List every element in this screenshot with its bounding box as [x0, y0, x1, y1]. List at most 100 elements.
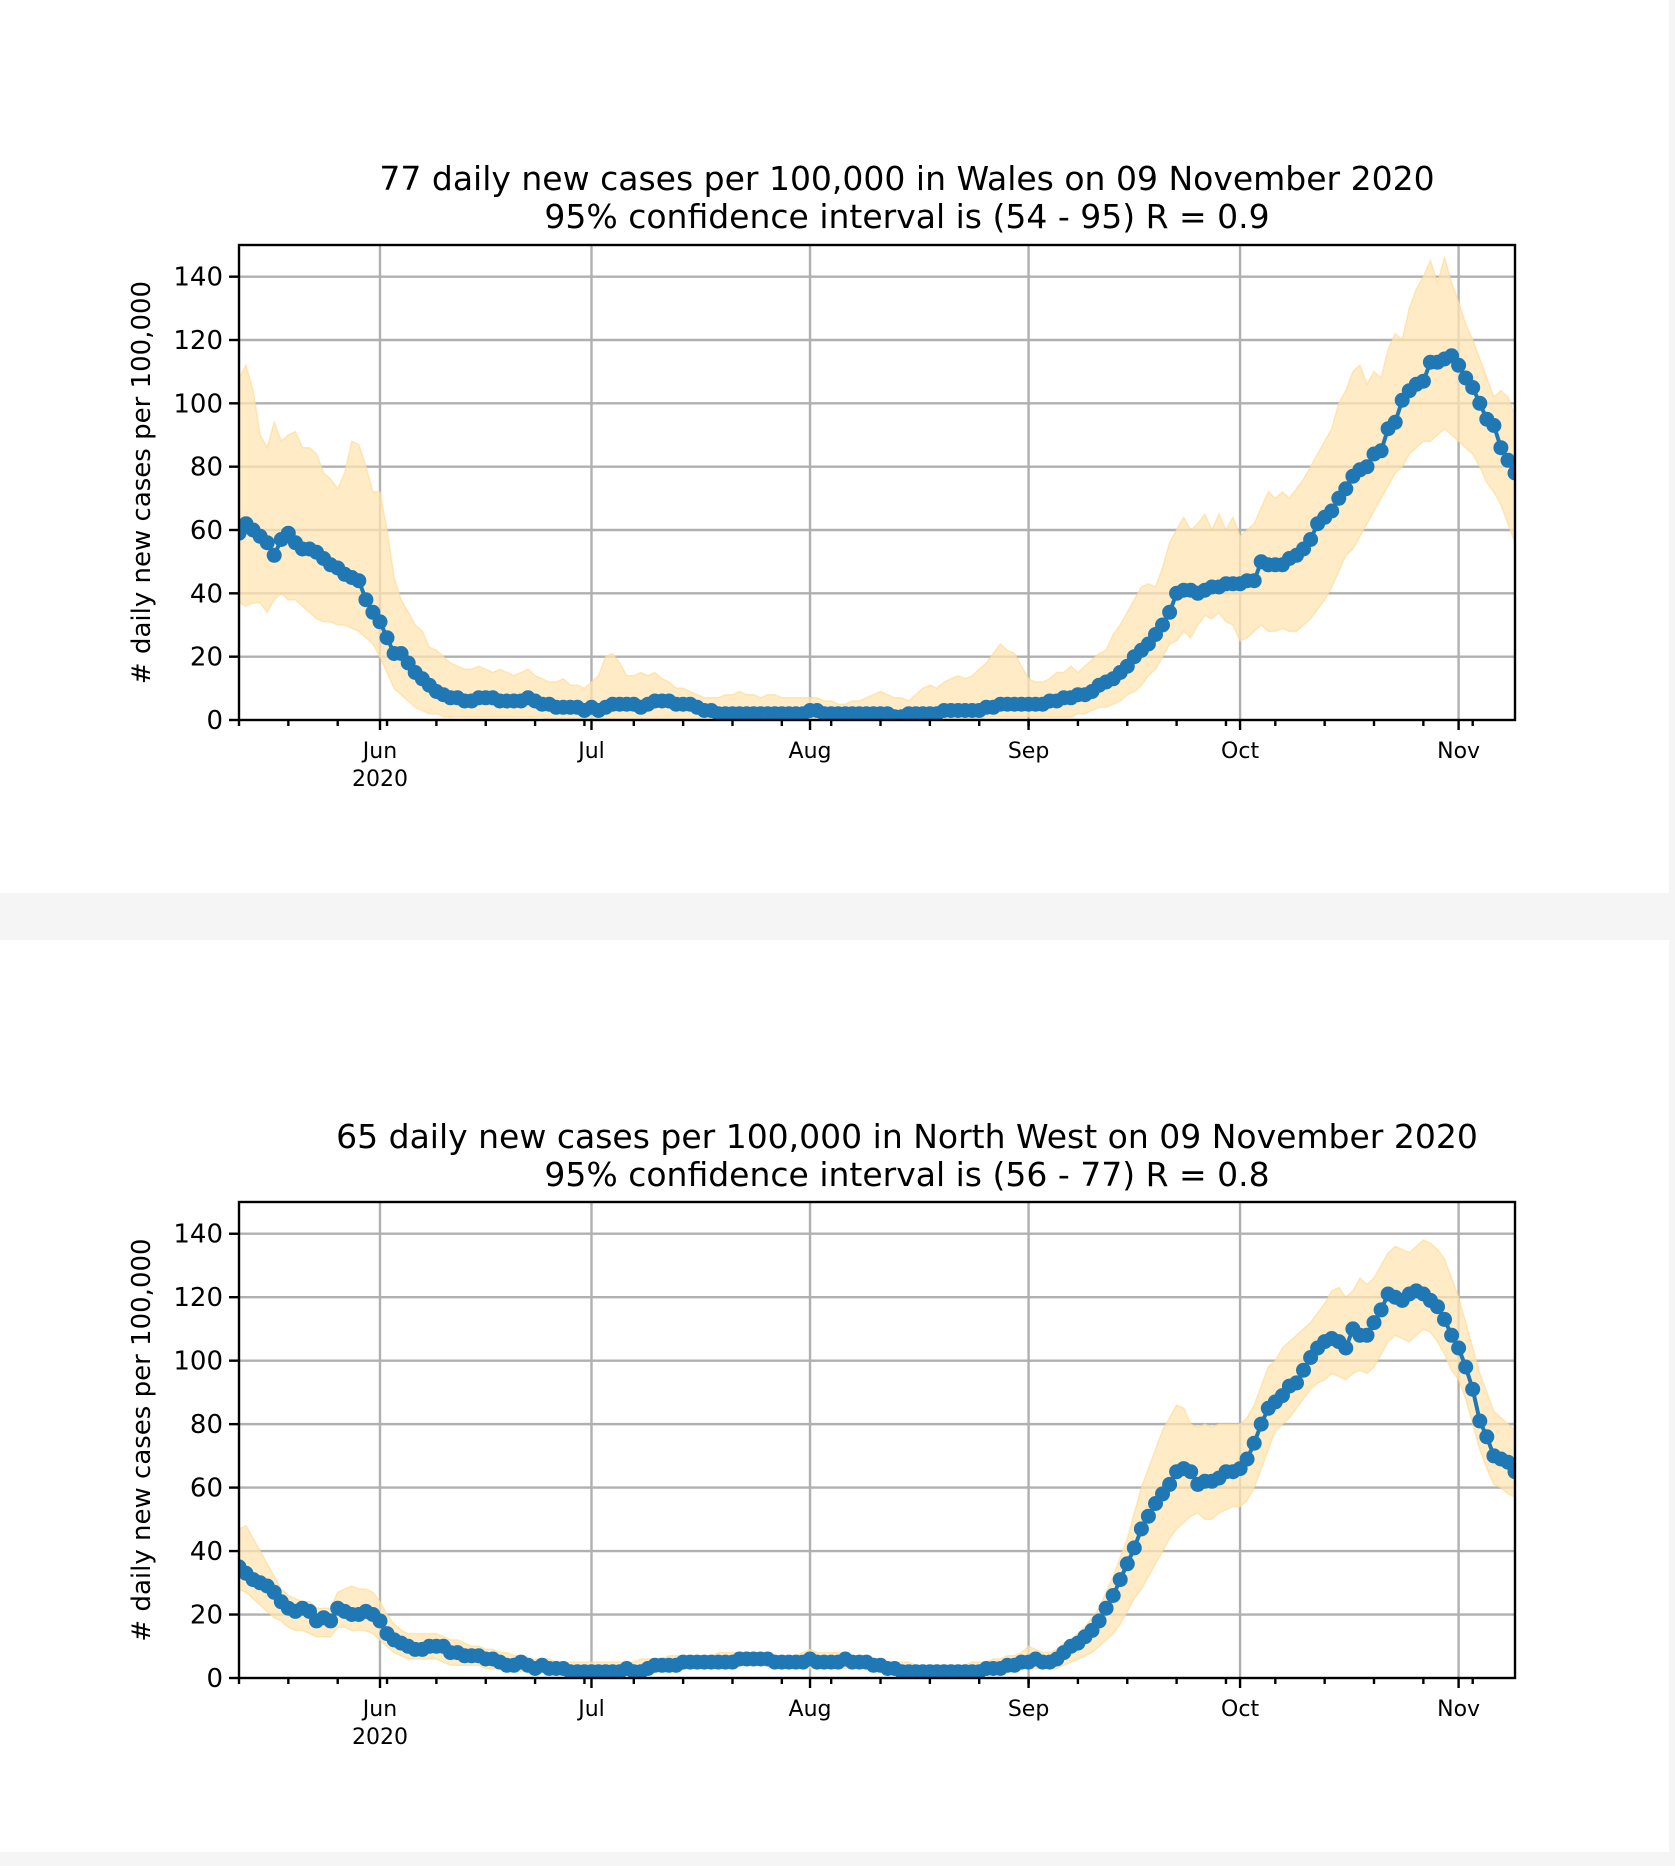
- data-point: [1289, 1375, 1304, 1391]
- x-tick-label: Nov: [1437, 739, 1480, 764]
- y-tick-label: 60: [190, 516, 223, 546]
- data-point: [1119, 1556, 1135, 1572]
- confidence-band: [239, 1239, 1515, 1676]
- data-point: [1451, 357, 1467, 373]
- plot-frame: [237, 1200, 1517, 1680]
- data-point: [1458, 1359, 1474, 1375]
- y-tick-label: 120: [173, 326, 223, 356]
- data-point: [1373, 443, 1389, 459]
- data-point: [1444, 1327, 1460, 1343]
- ci-band-area: [239, 1239, 1515, 1676]
- data-point: [1472, 1413, 1488, 1429]
- y-tick-label: 40: [190, 1537, 223, 1567]
- data-point: [1296, 1362, 1311, 1378]
- data-point: [1112, 1572, 1128, 1588]
- axes: 0 20 40 60 80 100 120 140 Jun 2020 Jul Aug Sep Oct Nov: [173, 243, 1517, 792]
- confidence-band: [239, 254, 1515, 720]
- y-axis-label: # daily new cases per 100,000: [127, 1238, 157, 1641]
- data-point: [1430, 1299, 1445, 1315]
- data-point: [323, 1613, 339, 1629]
- y-tick-label: 0: [206, 1664, 223, 1694]
- data-point: [1098, 1600, 1114, 1616]
- data-point: [1415, 373, 1431, 389]
- axes: 0 20 40 60 80 100 120 140 Jun 2020 Jul Aug Sep Oct Nov: [173, 1200, 1517, 1750]
- data-point: [1246, 1435, 1262, 1451]
- chart-panel-north-west: [0, 940, 1669, 1852]
- data-point: [1359, 1327, 1375, 1343]
- data-point: [372, 614, 388, 630]
- data-point: [1239, 1451, 1255, 1467]
- y-tick-label: 120: [173, 1283, 223, 1313]
- data-point: [1162, 1476, 1178, 1492]
- data-point: [351, 573, 367, 589]
- y-tick-label: 80: [190, 1410, 223, 1440]
- data-point: [1373, 1302, 1389, 1318]
- data-point: [1465, 1381, 1481, 1397]
- data-point: [358, 592, 374, 608]
- data-point: [1155, 617, 1170, 633]
- data-point: [1338, 1340, 1354, 1356]
- data-point: [1500, 452, 1515, 468]
- x-tick-label: Sep: [1008, 1697, 1049, 1722]
- data-point: [1493, 440, 1509, 456]
- data-point: [1338, 481, 1354, 497]
- data-point: [1091, 1613, 1107, 1629]
- data-point: [1140, 1508, 1156, 1524]
- data-point: [1105, 1588, 1121, 1603]
- data-point: [1133, 1521, 1149, 1537]
- x-tick-label: Jul: [576, 1697, 605, 1722]
- data-point: [1507, 1464, 1515, 1480]
- plot-frame: [237, 243, 1517, 722]
- x-tick-year-label: 2020: [352, 1725, 408, 1750]
- data-point: [1126, 1540, 1142, 1556]
- y-tick-label: 60: [190, 1474, 223, 1504]
- data-point: [1253, 1416, 1269, 1432]
- data-point: [1366, 1315, 1382, 1331]
- y-axis-label: # daily new cases per 100,000: [127, 281, 157, 684]
- mean-series: [239, 348, 1515, 720]
- data-point: [1303, 532, 1319, 547]
- y-tick-label: 80: [190, 453, 223, 483]
- data-point: [372, 1613, 388, 1629]
- data-point: [1183, 1464, 1199, 1480]
- y-tick-label: 0: [206, 706, 223, 736]
- data-point: [1324, 503, 1340, 519]
- gridlines: [239, 1202, 1515, 1678]
- x-tick-year-label: 2020: [352, 767, 408, 792]
- ci-band-area: [239, 254, 1515, 720]
- y-tick-label: 100: [173, 389, 223, 419]
- y-tick-label: 20: [190, 643, 223, 673]
- x-tick-label: Jun: [361, 1697, 397, 1722]
- data-point: [1162, 604, 1178, 620]
- data-point: [1246, 573, 1262, 589]
- x-tick-label: Sep: [1008, 739, 1049, 764]
- data-point: [379, 630, 395, 646]
- x-tick-label: Oct: [1221, 1697, 1259, 1722]
- data-point: [1465, 380, 1481, 395]
- x-tick-label: Oct: [1221, 739, 1259, 764]
- data-point: [1472, 395, 1488, 411]
- data-point: [1479, 1429, 1495, 1445]
- y-tick-label: 140: [173, 1220, 223, 1250]
- data-point: [1451, 1340, 1467, 1356]
- chart-title-line1: 65 daily new cases per 100,000 in North …: [336, 1117, 1478, 1156]
- x-tick-label: Nov: [1437, 1697, 1480, 1722]
- data-point: [259, 535, 275, 551]
- data-point: [1359, 459, 1375, 475]
- x-tick-label: Aug: [789, 739, 832, 764]
- x-tick-label: Jul: [576, 739, 605, 764]
- y-tick-label: 20: [190, 1601, 223, 1631]
- x-tick-label: Aug: [789, 1697, 832, 1722]
- data-point: [1507, 465, 1515, 481]
- data-point: [1486, 418, 1502, 433]
- chart-wales: 77 daily new cases per 100,000 in Wales …: [127, 159, 1517, 792]
- y-tick-label: 140: [173, 263, 223, 293]
- y-tick-label: 40: [190, 579, 223, 609]
- y-tick-label: 100: [173, 1347, 223, 1377]
- chart-title-line2: 95% confidence interval is (56 - 77) R =…: [544, 1155, 1269, 1194]
- data-point: [1437, 1311, 1452, 1327]
- data-point: [1387, 414, 1403, 430]
- chart-north-west: 65 daily new cases per 100,000 in North …: [127, 1117, 1517, 1750]
- x-tick-label: Jun: [361, 739, 397, 764]
